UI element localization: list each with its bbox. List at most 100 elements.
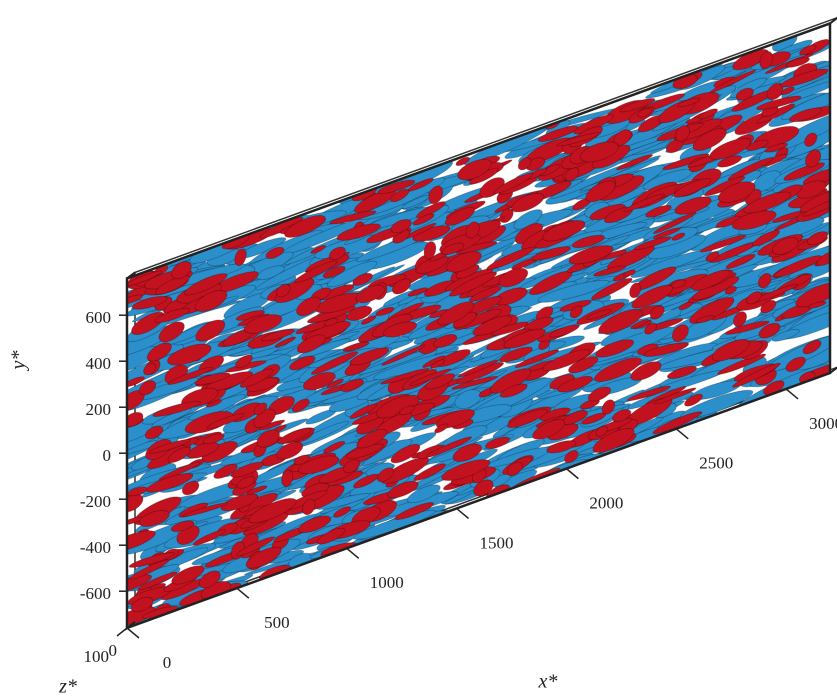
vortex-blob bbox=[441, 459, 491, 482]
vortex-blob bbox=[444, 206, 476, 226]
vortex-blob bbox=[568, 356, 599, 374]
x-tick-label: 3000 bbox=[809, 414, 837, 433]
vortex-blob bbox=[302, 371, 336, 391]
vortex-blob bbox=[138, 509, 170, 527]
vortex-blob bbox=[381, 344, 426, 366]
vortex-blob bbox=[296, 334, 326, 354]
vortex-blob bbox=[717, 155, 743, 168]
vortex-blob bbox=[674, 196, 712, 215]
vortex-blob bbox=[598, 308, 643, 335]
vortex-blob bbox=[802, 166, 831, 186]
vortex-blob bbox=[472, 315, 513, 337]
vortex-blob bbox=[479, 177, 505, 199]
vortex-blob bbox=[802, 339, 822, 355]
vortex-blob bbox=[623, 269, 636, 277]
vortex-blob bbox=[633, 236, 672, 251]
vortex-blob bbox=[234, 248, 247, 267]
vortex-blob bbox=[662, 153, 710, 171]
vortex-blob bbox=[595, 339, 635, 358]
vortex-blob bbox=[260, 328, 295, 342]
vortex-blob bbox=[199, 570, 221, 589]
vortex-blob bbox=[542, 220, 586, 242]
vortex-blob bbox=[585, 180, 616, 203]
vortex-blob bbox=[607, 245, 655, 271]
vortex-blob bbox=[171, 565, 205, 585]
vortex-blob bbox=[465, 221, 480, 239]
vortex-blob bbox=[131, 295, 168, 310]
vortex-blob bbox=[593, 265, 627, 277]
vortex-blob bbox=[514, 349, 560, 368]
vortex-blob bbox=[253, 402, 268, 415]
vortex-blob bbox=[677, 97, 701, 108]
vortex-blob bbox=[343, 459, 361, 474]
vortex-blob bbox=[546, 440, 577, 454]
vortex-blob bbox=[679, 389, 754, 420]
vortex-blob bbox=[644, 322, 658, 335]
vortex-blob bbox=[556, 132, 602, 147]
y-tick-label: 600 bbox=[86, 308, 112, 327]
vortex-blob bbox=[612, 408, 632, 423]
vortex-blob bbox=[788, 107, 823, 123]
vortex-blob bbox=[342, 341, 370, 352]
vortex-blob bbox=[360, 315, 377, 325]
vortex-blob bbox=[329, 210, 377, 225]
vortex-blob bbox=[752, 229, 780, 247]
vortex-blob bbox=[129, 559, 170, 580]
vortex-layer bbox=[127, 33, 831, 629]
vortex-blob bbox=[127, 270, 163, 287]
vortex-blob bbox=[406, 484, 441, 504]
x-tick bbox=[785, 388, 799, 400]
vortex-blob bbox=[435, 409, 475, 429]
vortex-blob bbox=[434, 423, 449, 434]
vortex-blob bbox=[735, 87, 754, 101]
vortex-blob bbox=[537, 279, 610, 303]
vortex-blob bbox=[195, 319, 226, 342]
vortex-blob bbox=[532, 418, 566, 440]
vortex-blob bbox=[448, 271, 498, 297]
vortex-blob bbox=[727, 157, 774, 181]
vortex-blob bbox=[296, 296, 322, 317]
vortex-blob bbox=[310, 244, 327, 254]
vortex-blob bbox=[630, 318, 649, 330]
vortex-blob bbox=[631, 284, 674, 309]
vortex-blob bbox=[423, 241, 437, 260]
vortex-blob bbox=[785, 56, 810, 68]
y-axis-label: y* bbox=[8, 351, 30, 372]
vortex-blob bbox=[243, 314, 283, 334]
vortex-blob bbox=[391, 278, 412, 295]
vortex-blob bbox=[804, 149, 822, 168]
vortex-blob bbox=[294, 260, 338, 283]
vortex-blob bbox=[336, 223, 381, 241]
vortex-blob bbox=[301, 498, 316, 516]
vortex-blob bbox=[653, 387, 697, 405]
vortex-blob bbox=[192, 529, 227, 546]
vortex-blob bbox=[530, 246, 571, 261]
vortex-blob bbox=[452, 443, 482, 462]
vortex-blob bbox=[171, 261, 192, 280]
vortex-blob bbox=[699, 234, 747, 253]
vortex-blob bbox=[746, 291, 762, 305]
y-tick-label: -600 bbox=[80, 584, 111, 603]
vortex-blob bbox=[322, 265, 346, 279]
vortex-blob bbox=[802, 197, 831, 217]
vortex-blob bbox=[446, 250, 482, 273]
vortex-blob bbox=[652, 211, 697, 235]
vortex-blob bbox=[517, 157, 532, 171]
vortex-blob bbox=[412, 225, 451, 242]
x-axis-label: x* bbox=[538, 671, 558, 693]
vortex-blob bbox=[291, 398, 310, 413]
vortex-blob bbox=[630, 361, 662, 381]
vortex-blob bbox=[394, 502, 435, 521]
vortex-blob bbox=[194, 290, 228, 312]
vortex-blob bbox=[355, 284, 386, 304]
x-tick bbox=[675, 428, 689, 440]
vortex-blob bbox=[387, 480, 419, 499]
vortex-blob bbox=[709, 137, 752, 160]
vortex-blob bbox=[158, 461, 201, 481]
vortex-blob bbox=[245, 546, 282, 569]
vortex-blob bbox=[571, 234, 606, 249]
vortex-blob bbox=[349, 347, 390, 366]
vortex-blob bbox=[413, 463, 447, 482]
y-tick-label: -200 bbox=[80, 492, 111, 511]
vortex-blob bbox=[148, 438, 192, 454]
